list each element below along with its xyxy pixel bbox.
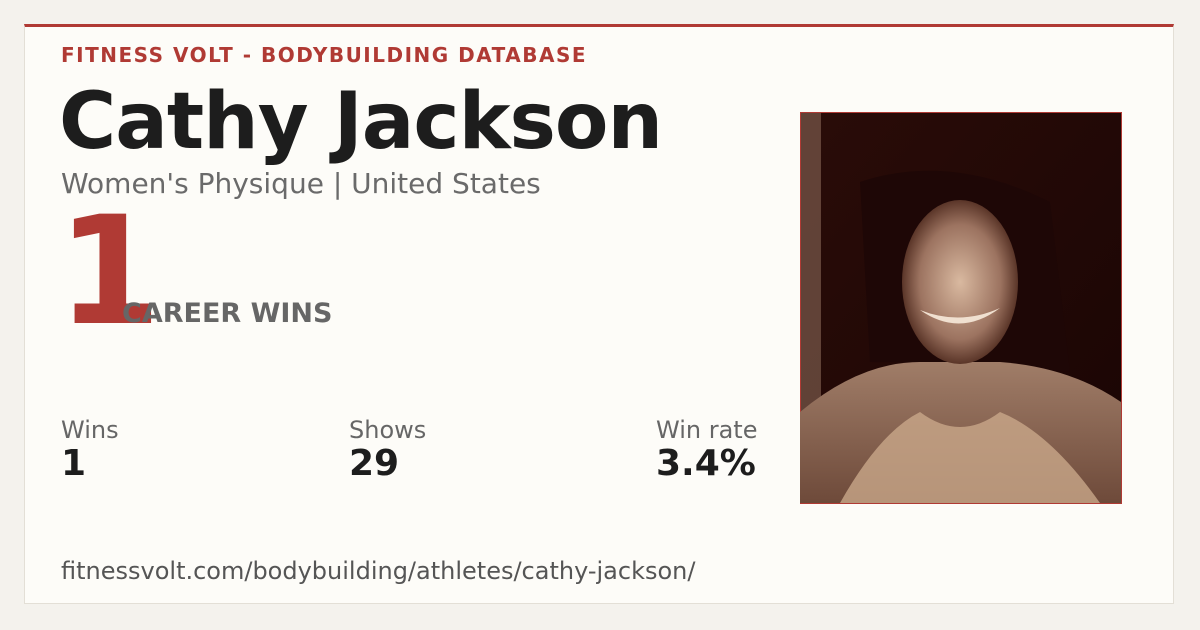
stat-value: 1	[61, 443, 87, 484]
athlete-photo	[800, 112, 1122, 504]
stat-label: Win rate	[656, 416, 758, 444]
athlete-name: Cathy Jackson	[59, 77, 663, 167]
subtitle: Women's Physique | United States	[61, 167, 541, 200]
card: FITNESS VOLT - BODYBUILDING DATABASE Cat…	[24, 24, 1174, 604]
stat-value: 3.4%	[656, 443, 756, 484]
highlight-label: CAREER WINS	[122, 298, 333, 329]
stat-value: 29	[349, 443, 400, 484]
brand: FITNESS VOLT - BODYBUILDING DATABASE	[61, 43, 588, 67]
stat-label: Wins	[61, 416, 119, 444]
url: fitnessvolt.com/bodybuilding/athletes/ca…	[61, 557, 696, 585]
stat-label: Shows	[349, 416, 427, 444]
highlight-number: 1	[57, 185, 162, 359]
